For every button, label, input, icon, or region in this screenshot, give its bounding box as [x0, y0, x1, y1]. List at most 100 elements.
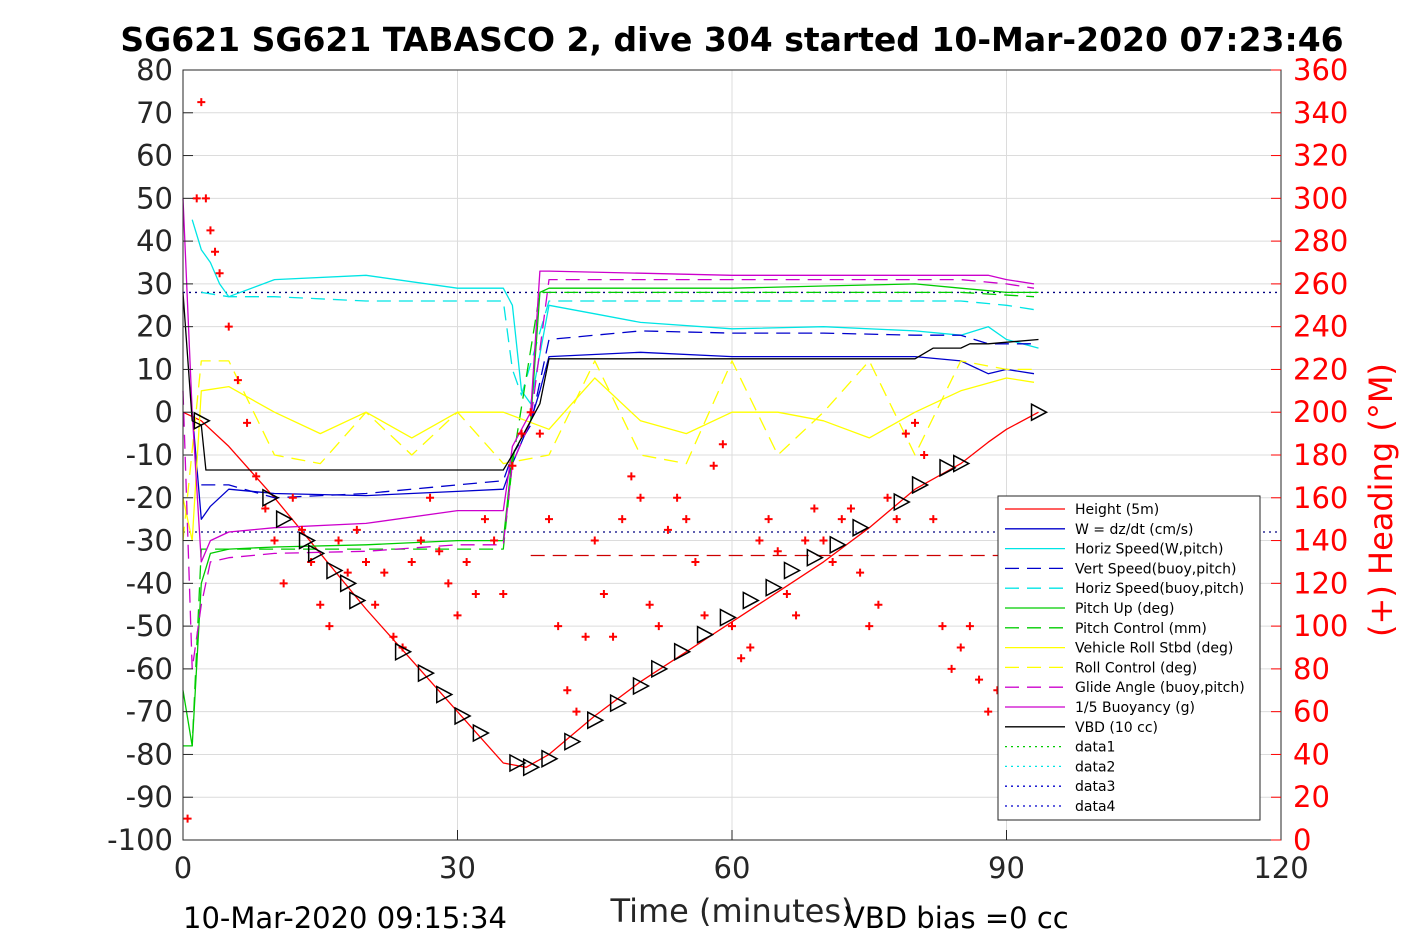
- y-tick-label: -50: [126, 609, 173, 643]
- heading-marker: [554, 622, 563, 631]
- y-tick-label: -40: [126, 566, 173, 600]
- heading-marker: [563, 686, 572, 695]
- heading-marker: [883, 493, 892, 502]
- y-tick-label: 60: [136, 139, 173, 173]
- y-tick-label: 50: [136, 181, 173, 215]
- chart-title: SG621 SG621 TABASCO 2, dive 304 started …: [120, 20, 1343, 59]
- depth-marker: [275, 509, 294, 529]
- depth-marker: [307, 544, 326, 563]
- heading-marker: [718, 440, 727, 449]
- heading-marker: [846, 504, 855, 513]
- heading-marker: [297, 525, 306, 534]
- depth-marker: [417, 663, 436, 683]
- legend-label: VBD (10 cc): [1075, 720, 1158, 736]
- heading-marker: [462, 557, 471, 566]
- series-line: [182, 292, 1039, 471]
- heading-marker: [609, 632, 618, 641]
- heading-marker: [426, 493, 435, 502]
- y2-tick-label: 300: [1293, 181, 1348, 215]
- depth-marker: [349, 591, 367, 610]
- heading-marker: [792, 611, 801, 620]
- depth-marker: [911, 475, 930, 495]
- heading-marker: [929, 515, 938, 524]
- depth-marker: [696, 625, 715, 644]
- heading-marker: [975, 675, 984, 684]
- y2-tick-label: 180: [1293, 438, 1348, 472]
- heading-marker: [755, 536, 764, 545]
- heading-marker: [325, 622, 334, 631]
- heading-marker: [508, 461, 517, 470]
- heading-marker: [581, 632, 590, 641]
- heading-marker: [352, 525, 361, 534]
- heading-marker: [837, 515, 846, 524]
- x-tick-label: 0: [174, 851, 192, 885]
- y-tick-label: -100: [107, 823, 173, 857]
- legend-label: Pitch Up (deg): [1075, 601, 1174, 617]
- heading-marker: [810, 504, 819, 513]
- heading-marker: [206, 226, 215, 235]
- series-line: [183, 291, 1035, 747]
- heading-marker: [197, 98, 206, 107]
- heading-marker: [654, 622, 663, 631]
- y-tick-label: -10: [126, 438, 173, 472]
- heading-marker: [892, 515, 901, 524]
- heading-marker: [480, 515, 489, 524]
- axis-ticks: [182, 69, 1282, 841]
- heading-marker: [215, 269, 224, 278]
- y2-tick-label: 0: [1293, 823, 1311, 857]
- y2-tick-label: 140: [1293, 524, 1348, 558]
- series-line: [201, 330, 1034, 499]
- y-tick-label: -70: [126, 695, 173, 729]
- heading-marker: [435, 547, 444, 556]
- depth-marker: [1030, 402, 1049, 422]
- heading-marker: [673, 493, 682, 502]
- depth-marker: [541, 749, 559, 768]
- x-tick-label: 60: [714, 851, 751, 885]
- y2-tick-label: 60: [1293, 695, 1330, 729]
- y-tick-label: -30: [126, 524, 173, 558]
- y2-tick-label: 220: [1293, 352, 1348, 386]
- depth-marker: [742, 591, 760, 610]
- heading-marker: [288, 493, 297, 502]
- heading-marker: [233, 376, 242, 385]
- heading-marker: [416, 536, 425, 545]
- series-line: [182, 360, 1034, 541]
- depth-marker: [806, 548, 824, 567]
- legend-label: Horiz Speed(W,pitch): [1075, 542, 1223, 558]
- heading-marker: [572, 707, 581, 716]
- x-tick-labels: 0 30 60 90 120: [174, 851, 1309, 885]
- heading-marker: [920, 451, 929, 459]
- x-tick-label: 30: [439, 851, 476, 885]
- legend-label: 1/5 Buoyancy (g): [1075, 700, 1195, 716]
- y2-axis-label: (+) Heading (°M): [1362, 363, 1400, 637]
- heading-marker: [252, 472, 261, 481]
- heading-marker: [517, 429, 526, 438]
- depth-marker: [673, 642, 692, 662]
- heading-marker: [828, 557, 837, 566]
- heading-marker: [453, 611, 462, 620]
- x-tick-label: 120: [1253, 851, 1308, 885]
- depth-marker: [939, 458, 957, 478]
- heading-marker: [371, 600, 380, 609]
- y-tick-labels: 80 70 60 50 40 30 20 10 0 -10 -20 -30 -40 -50 -60 -70 -8…: [107, 53, 173, 857]
- heading-marker: [490, 536, 499, 545]
- y-tick-label: -60: [126, 652, 173, 686]
- heading-marker: [965, 622, 974, 631]
- legend-label: data2: [1075, 759, 1115, 775]
- y2-tick-label: 20: [1293, 780, 1330, 814]
- legend-label: Height (5m): [1075, 502, 1159, 518]
- y-tick-label: 70: [136, 96, 173, 130]
- depth-marker: [852, 518, 870, 537]
- heading-marker: [947, 664, 956, 673]
- depth-marker: [339, 574, 358, 593]
- y2-tick-label: 260: [1293, 267, 1348, 301]
- y2-tick-label: 120: [1293, 566, 1348, 600]
- heading-marker: [901, 429, 910, 438]
- legend-label: W = dz/dt (cm/s): [1075, 522, 1194, 538]
- y-tick-label: -80: [126, 737, 173, 771]
- heading-marker: [444, 579, 453, 588]
- heading-marker: [183, 814, 192, 823]
- y-tick-label: 20: [136, 310, 173, 344]
- heading-marker: [956, 643, 965, 652]
- heading-marker: [856, 568, 865, 577]
